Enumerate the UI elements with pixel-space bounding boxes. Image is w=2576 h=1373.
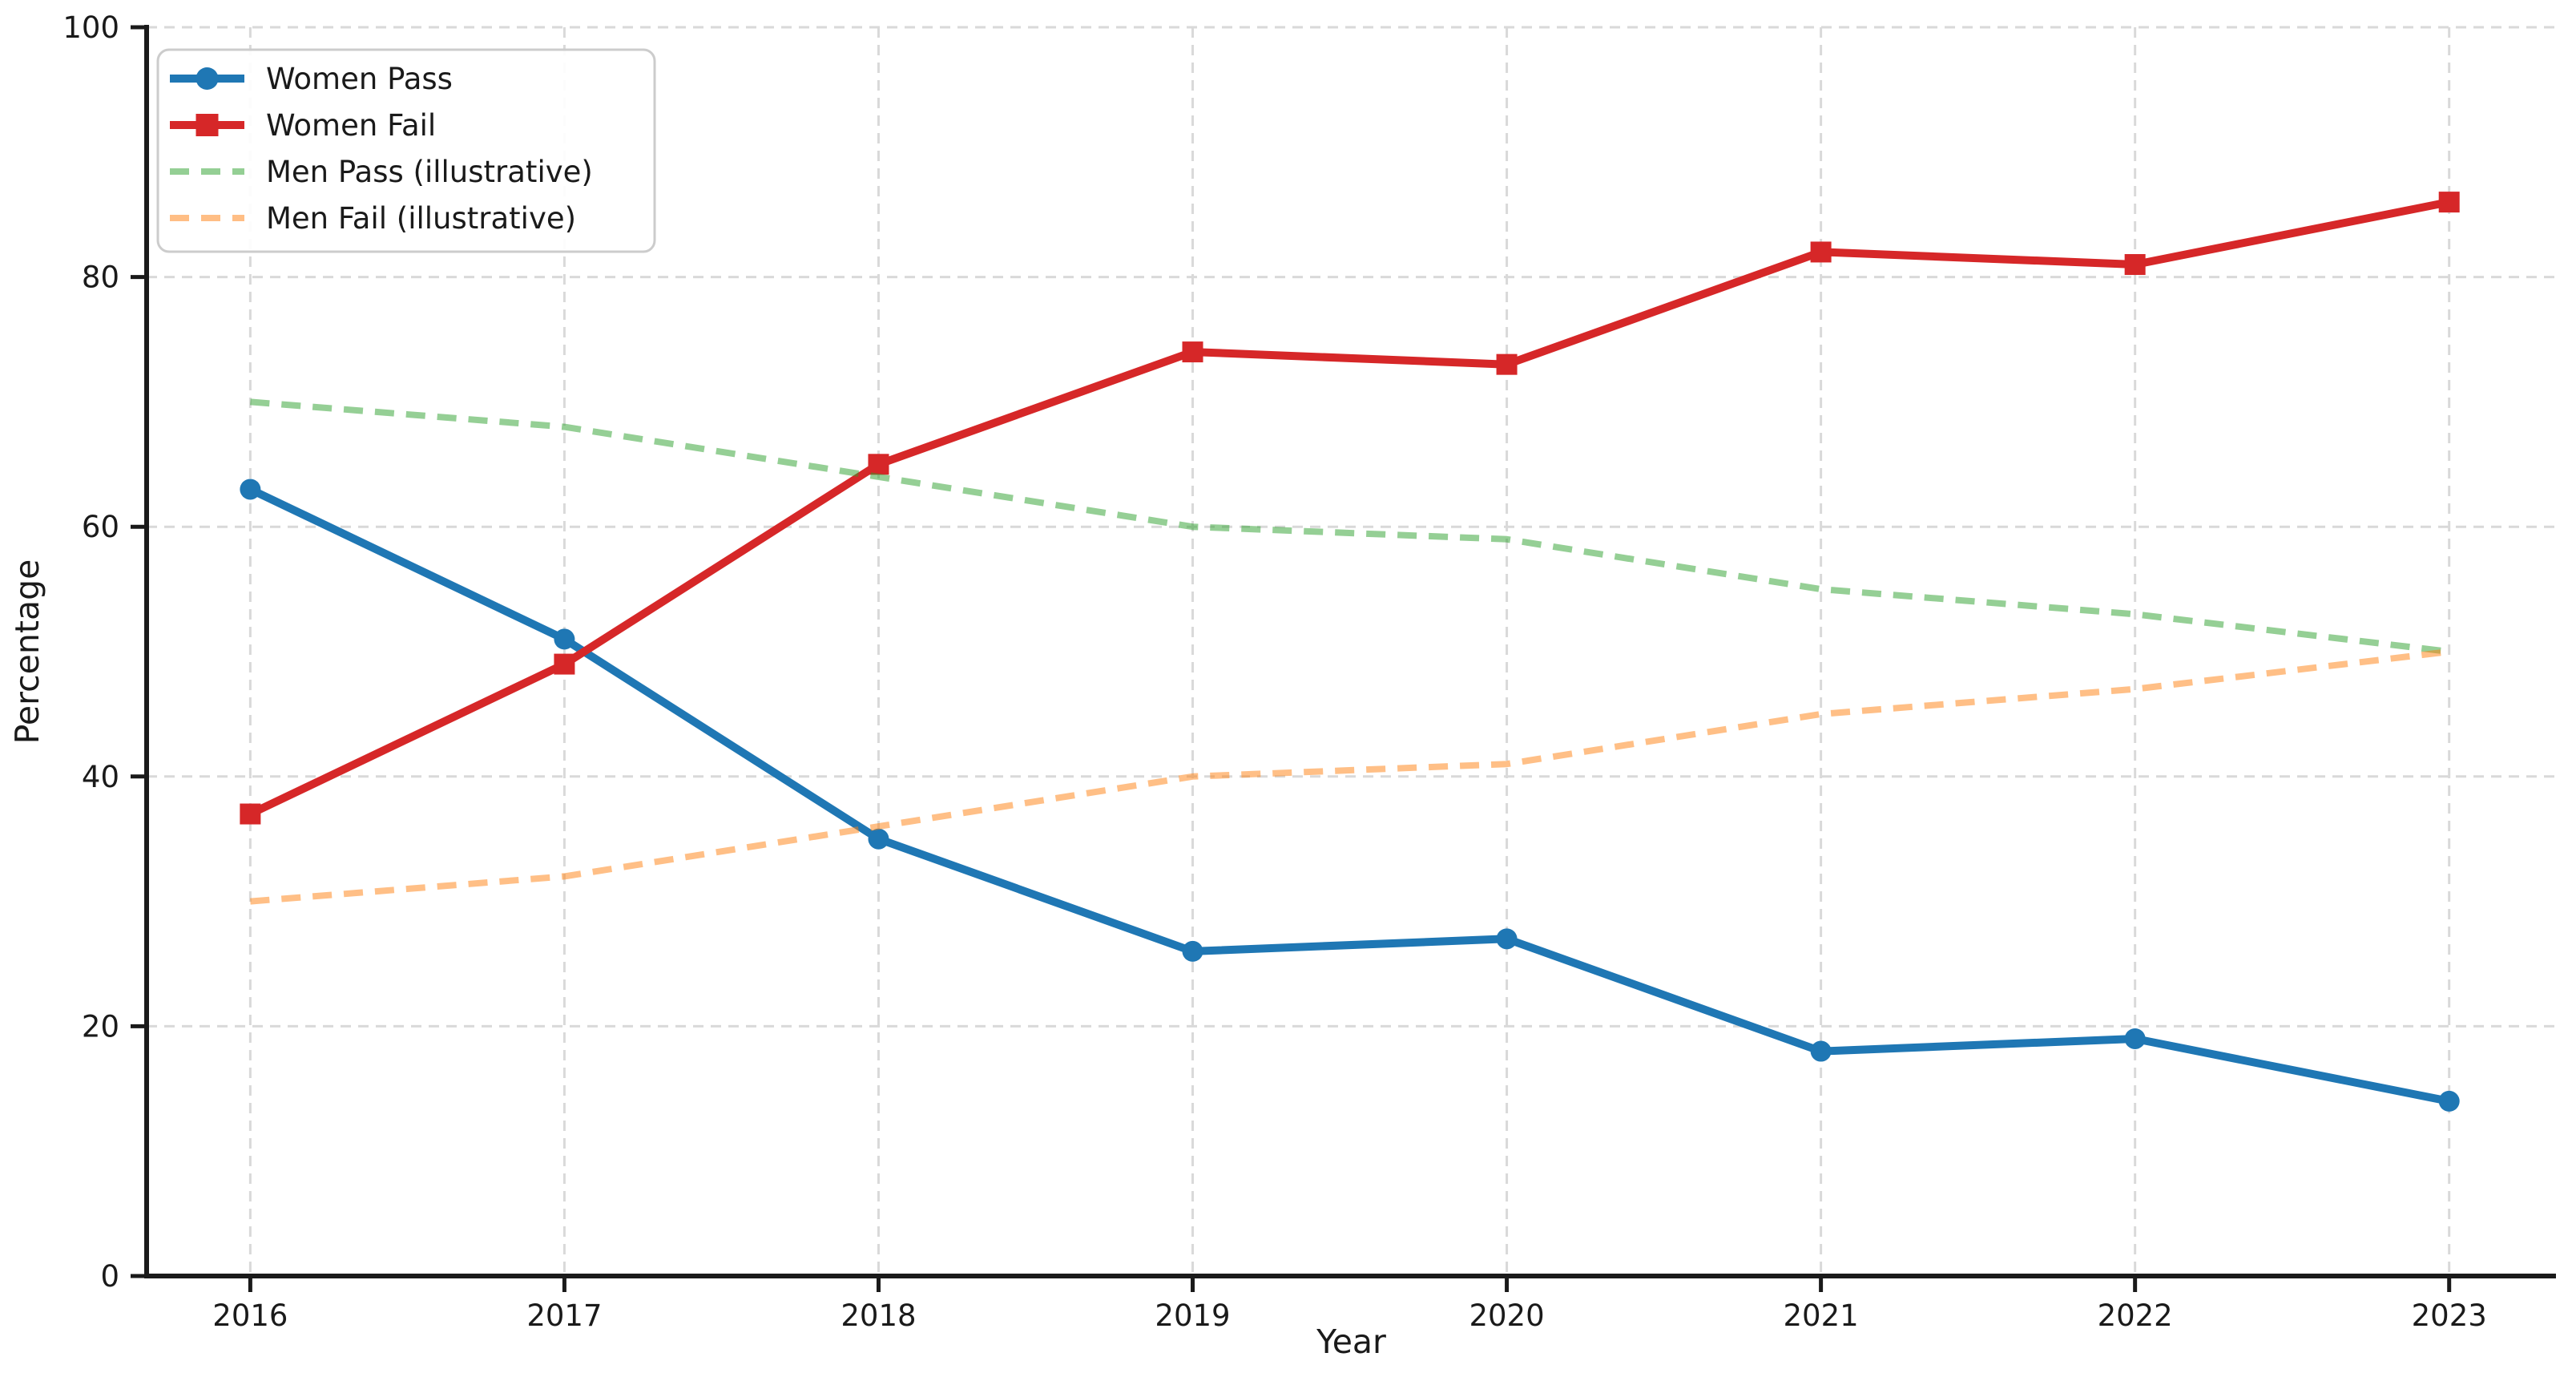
x-tick-label: 2020 xyxy=(1469,1298,1544,1333)
data-point-marker xyxy=(1810,241,1832,263)
legend-item-men-fail-illustrative: Men Fail (illustrative) xyxy=(170,201,576,236)
data-point-marker xyxy=(1810,1040,1832,1062)
data-point-marker xyxy=(1496,353,1518,375)
y-tick-label: 40 xyxy=(82,760,119,794)
y-tick-label: 20 xyxy=(82,1009,119,1044)
data-point-marker xyxy=(868,454,889,475)
series-women-fail xyxy=(240,192,2460,825)
series-line-women-fail xyxy=(248,198,2450,818)
series-women-pass xyxy=(240,479,2460,1112)
x-tick-label: 2018 xyxy=(841,1298,916,1333)
series-line-women-pass xyxy=(248,485,2450,1105)
legend-item-men-pass-illustrative: Men Pass (illustrative) xyxy=(170,155,593,189)
legend-label: Women Pass xyxy=(266,62,453,96)
data-point-marker xyxy=(240,479,261,500)
x-tick-label: 2022 xyxy=(2098,1298,2173,1333)
y-tick-label: 80 xyxy=(82,260,119,295)
series-line-men-fail-illustrative xyxy=(250,648,2450,905)
x-tick-label: 2016 xyxy=(212,1298,288,1333)
data-point-marker xyxy=(554,653,575,675)
data-point-marker xyxy=(1182,341,1203,363)
gridlines xyxy=(147,26,2556,1276)
series-markers-women-fail xyxy=(240,192,2460,825)
legend-item-women-fail: Women Fail xyxy=(170,108,436,143)
data-point-marker xyxy=(1182,940,1203,962)
series-line-men-pass-illustrative xyxy=(250,398,2450,655)
data-point-marker xyxy=(2438,1090,2460,1112)
legend-item-women-pass: Women Pass xyxy=(170,62,453,96)
x-tick-label: 2021 xyxy=(1784,1298,1859,1333)
y-tick-label: 60 xyxy=(82,510,119,544)
legend-label: Men Fail (illustrative) xyxy=(266,201,576,236)
series-men-pass-illustrative xyxy=(250,398,2450,655)
data-point-marker xyxy=(1496,928,1518,950)
legend-label: Men Pass (illustrative) xyxy=(266,155,593,189)
legend-marker xyxy=(196,114,219,136)
data-point-marker xyxy=(2124,1028,2146,1049)
data-point-marker xyxy=(2124,254,2146,276)
legend-marker xyxy=(196,67,219,90)
legend-box xyxy=(156,48,656,253)
legend-label: Women Fail xyxy=(266,108,436,143)
x-tick-label: 2023 xyxy=(2412,1298,2487,1333)
x-tick-label: 2017 xyxy=(526,1298,602,1333)
y-axis-ticks: 0 20 40 60 80 100 xyxy=(62,10,147,1294)
y-tick-label: 100 xyxy=(62,10,119,45)
x-tick-label: 2019 xyxy=(1155,1298,1230,1333)
data-point-marker xyxy=(554,628,575,650)
series-men-fail-illustrative xyxy=(250,648,2450,905)
y-axis-label: Percentage xyxy=(8,559,46,745)
x-axis-label: Year xyxy=(1316,1323,1386,1361)
y-tick-label: 0 xyxy=(100,1259,119,1294)
data-point-marker xyxy=(240,803,261,825)
series-markers-women-pass xyxy=(240,479,2460,1112)
data-point-marker xyxy=(2438,192,2460,213)
data-point-marker xyxy=(868,828,889,850)
legend: Women Pass Women Fail Men Pass (illustrati… xyxy=(156,48,656,253)
x-axis-ticks: 2016 2017 2018 2019 2020 2021 2022 2023 xyxy=(212,1276,2487,1333)
